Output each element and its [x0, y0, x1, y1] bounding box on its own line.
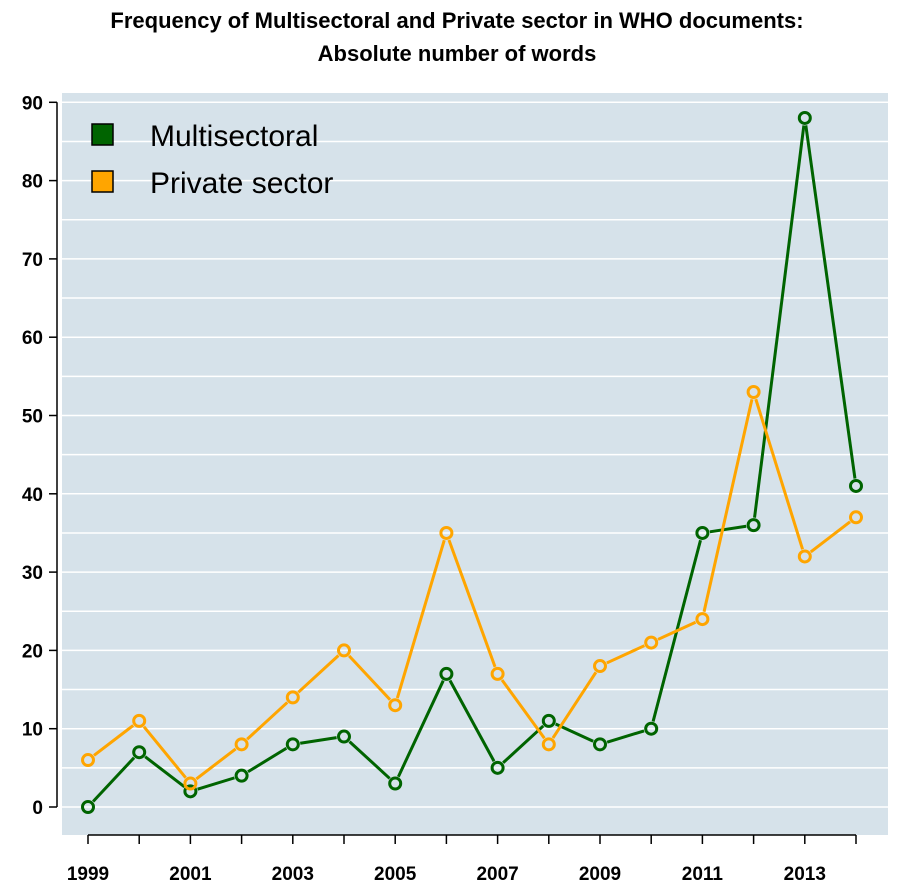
- y-tick-label: 0: [32, 798, 43, 819]
- legend: Multisectoral Private sector: [91, 120, 333, 200]
- series-line-segment: [447, 539, 497, 668]
- x-tick-label: 2007: [476, 864, 518, 885]
- series-line-segment: [448, 679, 496, 762]
- legend-label: Private sector: [150, 167, 333, 200]
- series-line-segment: [297, 654, 340, 694]
- axes: 0 10 20 30 40 50 60 70 80 90 1999 2001 2003 2005 2007 2…: [22, 93, 857, 885]
- data-point: [183, 784, 198, 799]
- series-line-segment: [754, 398, 805, 550]
- data-point: [797, 549, 812, 564]
- series-line-segment: [702, 398, 754, 613]
- chart-subtitle: Absolute number of words: [317, 41, 597, 66]
- data-point: [490, 760, 505, 775]
- data-point: [337, 643, 351, 658]
- data-point: [337, 729, 351, 744]
- data-point: [81, 753, 95, 768]
- data-point: [644, 721, 659, 736]
- series-line-segment: [606, 729, 645, 744]
- x-tick-label: 2001: [169, 864, 212, 885]
- series-line-segment: [395, 539, 446, 699]
- series-line-segment: [299, 736, 337, 745]
- series-line-segment: [92, 756, 136, 803]
- data-point: [388, 776, 403, 791]
- data-point: [695, 525, 710, 540]
- data-point: [81, 800, 95, 814]
- data-point: [132, 713, 147, 728]
- chart-title-line-1: Frequency of Multisectoral and Private s…: [110, 8, 804, 33]
- grid-lines: [62, 101, 888, 808]
- data-point: [849, 510, 863, 525]
- x-tick-label: 2003: [272, 864, 314, 885]
- series-line-segment: [348, 740, 391, 780]
- data-point: [746, 385, 761, 400]
- data-point: [695, 612, 710, 627]
- data-point: [644, 635, 659, 650]
- data-point: [746, 518, 761, 533]
- chart-title: Frequency of Multisectoral and Private s…: [0, 4, 914, 70]
- x-tick-label: 2009: [579, 864, 621, 885]
- data-point: [797, 110, 812, 125]
- series-line-segment: [502, 724, 545, 764]
- data-point: [439, 666, 454, 681]
- series-line-segment: [804, 125, 857, 479]
- data-point: [388, 698, 403, 713]
- data-point: [285, 690, 300, 705]
- x-tick-label: 2011: [682, 864, 724, 885]
- y-tick-label: 10: [22, 720, 43, 741]
- y-tick-label: 20: [22, 641, 43, 662]
- legend-label: Multisectoral: [150, 120, 318, 153]
- data-point: [849, 478, 863, 493]
- data-point: [183, 776, 198, 791]
- y-tick-label: 70: [22, 250, 43, 271]
- y-tick-label: 80: [22, 172, 43, 193]
- series-line-segment: [397, 680, 445, 778]
- series-line-segment: [753, 125, 806, 518]
- data-point: [132, 745, 147, 760]
- series-line-segment: [195, 747, 237, 781]
- x-tick-label: 2005: [374, 864, 417, 885]
- legend-swatch: [91, 123, 114, 146]
- series-line-segment: [809, 520, 851, 554]
- series-line-segment: [500, 679, 546, 740]
- x-tick-label: 1999: [67, 864, 109, 885]
- series-private-sector: [81, 385, 863, 791]
- series-line-segment: [197, 776, 235, 791]
- series-line-segment: [551, 671, 598, 739]
- data-point: [593, 659, 607, 674]
- plot-background: [62, 93, 888, 835]
- data-point: [541, 713, 556, 728]
- data-point: [490, 666, 505, 681]
- data-point: [439, 525, 454, 540]
- y-tick-label: 60: [22, 328, 43, 349]
- y-tick-label: 50: [22, 407, 43, 428]
- data-point: [285, 737, 300, 752]
- series-line-segment: [142, 725, 187, 779]
- series-line-segment: [606, 644, 646, 665]
- series-line-segment: [144, 755, 186, 788]
- y-tick-label: 30: [22, 563, 43, 584]
- x-tick-label: 2013: [784, 864, 826, 885]
- series-layer: [81, 110, 863, 814]
- series-line-segment: [246, 701, 289, 741]
- series-line-segment: [93, 724, 135, 757]
- series-line-segment: [657, 620, 697, 641]
- series-line-segment: [247, 746, 288, 774]
- series-line-segment: [348, 654, 392, 701]
- y-tick-label: 40: [22, 485, 43, 506]
- data-point: [234, 737, 249, 752]
- data-point: [593, 737, 607, 752]
- data-point: [541, 737, 556, 752]
- legend-swatch: [91, 170, 114, 193]
- data-point: [234, 768, 249, 783]
- y-tick-label: 90: [22, 93, 43, 114]
- series-line-segment: [709, 524, 747, 534]
